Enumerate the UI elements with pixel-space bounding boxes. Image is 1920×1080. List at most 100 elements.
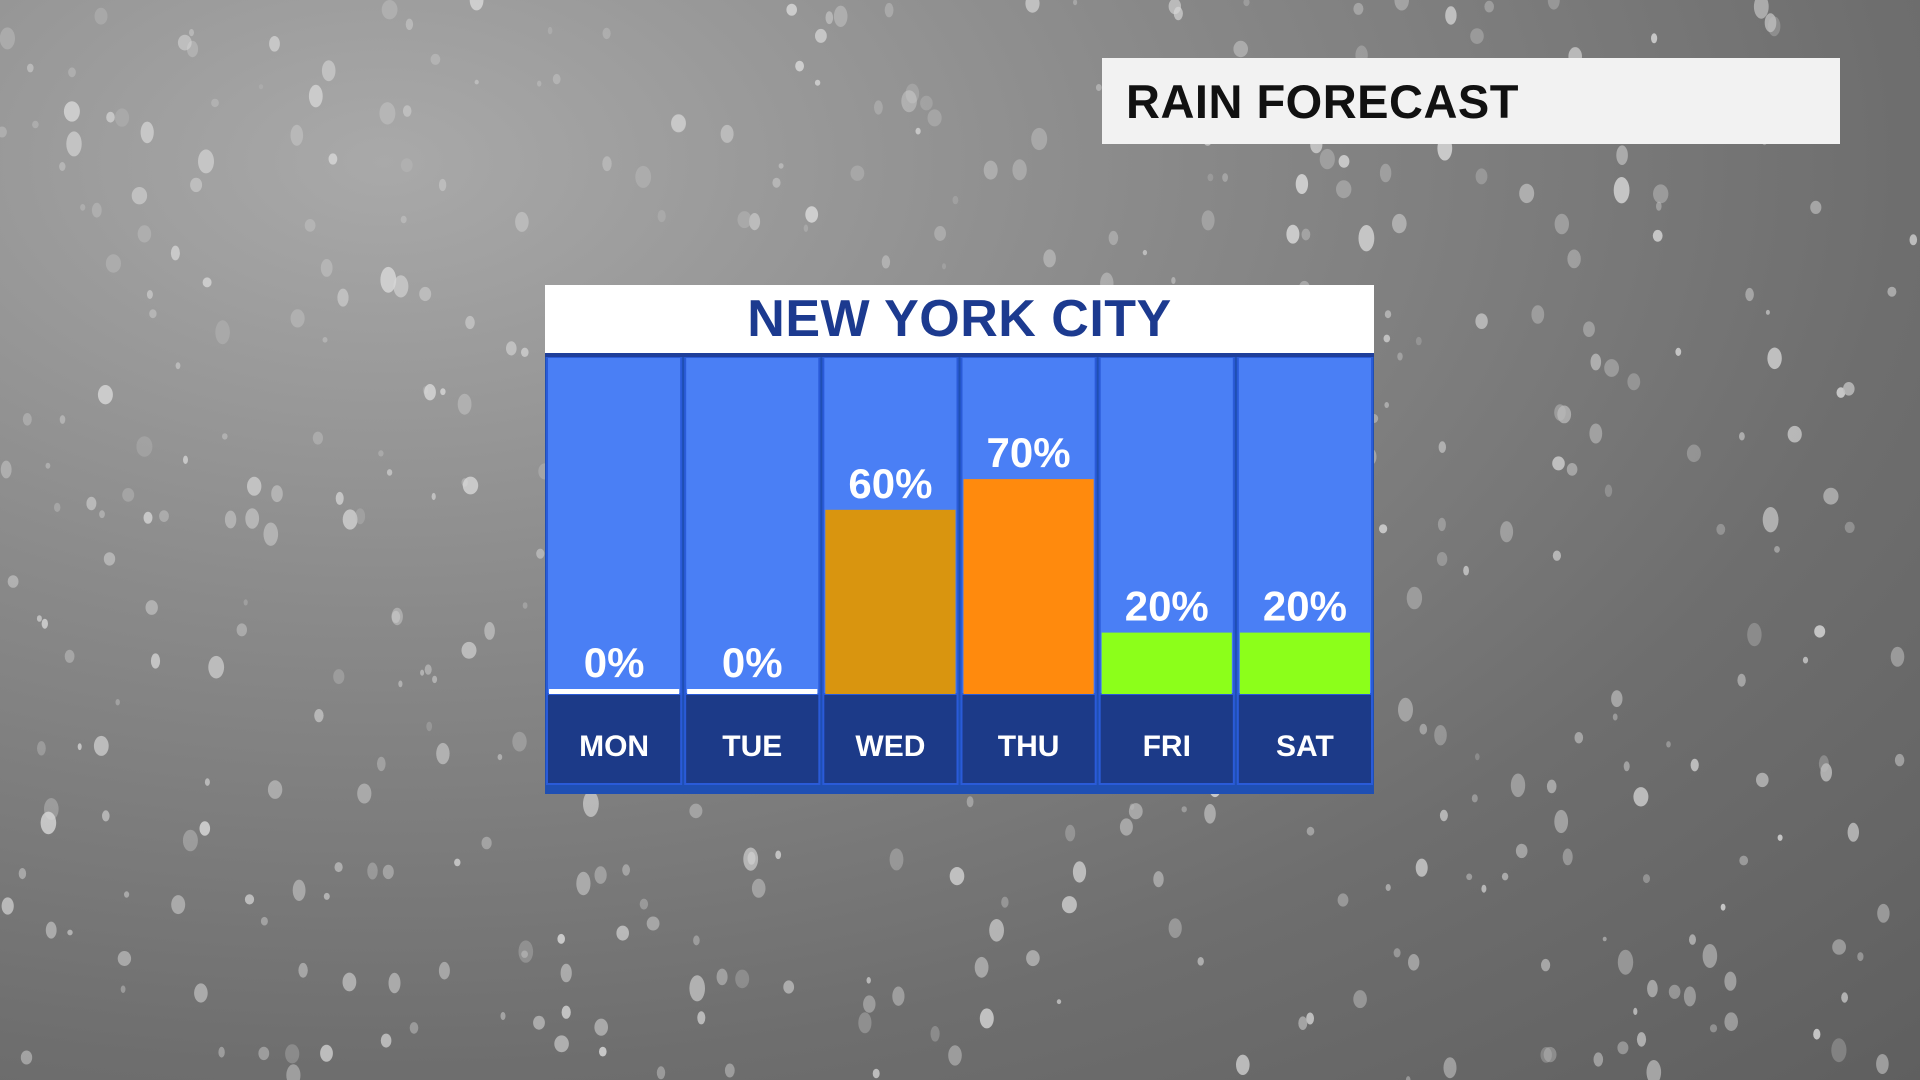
- raindrop: [1652, 229, 1663, 242]
- raindrop: [1690, 758, 1699, 772]
- raindrop: [720, 124, 734, 143]
- raindrop: [1604, 484, 1613, 497]
- raindrop: [989, 919, 1004, 942]
- raindrop: [1602, 936, 1607, 942]
- raindrop: [1500, 521, 1514, 543]
- raindrop: [1613, 177, 1630, 204]
- raindrop: [1566, 463, 1578, 476]
- raindrop: [1119, 818, 1133, 836]
- raindrop: [114, 108, 130, 127]
- raindrop: [409, 1022, 419, 1034]
- raindrop: [342, 972, 357, 992]
- raindrop: [236, 623, 247, 637]
- day-label-cell: [960, 693, 1097, 785]
- raindrop: [778, 163, 784, 169]
- raindrop: [1153, 871, 1164, 888]
- raindrop: [1171, 277, 1176, 284]
- day-label-cell: [546, 693, 683, 785]
- raindrop: [7, 575, 19, 588]
- raindrop: [1510, 773, 1526, 798]
- raindrop: [1470, 28, 1484, 44]
- raindrop: [1768, 16, 1781, 37]
- raindrop: [1709, 1024, 1718, 1033]
- raindrop: [1554, 213, 1570, 235]
- raindrop: [1026, 950, 1040, 967]
- raindrop: [1739, 855, 1749, 866]
- raindrop: [474, 79, 479, 85]
- raindrop: [552, 73, 561, 85]
- raindrop: [424, 664, 432, 675]
- raindrop: [440, 388, 446, 396]
- raindrop: [521, 347, 529, 357]
- raindrop: [97, 385, 113, 405]
- raindrop: [1668, 984, 1681, 999]
- raindrop: [1405, 1076, 1411, 1080]
- raindrop: [1222, 173, 1228, 182]
- raindrop: [1286, 224, 1300, 244]
- raindrop: [171, 895, 186, 915]
- raindrop: [1777, 834, 1783, 841]
- raindrop: [892, 986, 905, 1006]
- raindrop: [271, 485, 283, 503]
- raindrop: [1243, 0, 1250, 7]
- raindrop: [1683, 986, 1696, 1007]
- raindrop: [80, 204, 86, 211]
- raindrop: [948, 1045, 962, 1066]
- raindrop: [1408, 954, 1420, 971]
- raindrop: [86, 496, 97, 511]
- raindrop: [355, 508, 366, 525]
- raindrop: [430, 53, 441, 65]
- raindrop: [1747, 622, 1762, 647]
- raindrop: [202, 277, 212, 288]
- raindrop: [1876, 1054, 1889, 1074]
- bar: [549, 689, 680, 694]
- raindrop: [342, 509, 358, 530]
- data-label: 60%: [848, 460, 932, 507]
- raindrop: [1181, 806, 1187, 813]
- raindrop: [1306, 826, 1315, 836]
- raindrop: [190, 177, 203, 193]
- raindrop: [204, 778, 210, 786]
- raindrop: [783, 980, 795, 994]
- raindrop: [140, 121, 154, 144]
- raindrop: [693, 935, 700, 946]
- raindrop: [1686, 444, 1701, 463]
- raindrop: [751, 878, 766, 898]
- raindrop: [320, 1044, 333, 1062]
- raindrop: [966, 796, 974, 808]
- raindrop: [314, 709, 324, 723]
- raindrop: [1475, 168, 1488, 185]
- raindrop: [260, 916, 268, 926]
- raindrop: [949, 867, 965, 886]
- raindrop: [850, 165, 865, 181]
- raindrop: [1298, 1016, 1308, 1030]
- raindrop: [1547, 0, 1560, 10]
- raindrop: [308, 84, 323, 108]
- raindrop: [1612, 713, 1618, 721]
- raindrop: [438, 178, 447, 192]
- raindrop: [1616, 145, 1628, 165]
- raindrop: [357, 783, 372, 804]
- raindrop: [198, 149, 214, 174]
- raindrop: [41, 618, 48, 629]
- raindrop: [208, 655, 225, 679]
- raindrop: [269, 36, 280, 52]
- column-background: [546, 357, 683, 695]
- raindrop: [772, 177, 781, 188]
- raindrop: [149, 309, 157, 319]
- raindrop: [1466, 873, 1473, 881]
- raindrop: [863, 995, 876, 1013]
- raindrop: [93, 735, 109, 756]
- raindrop: [1567, 249, 1581, 269]
- raindrop: [304, 219, 316, 232]
- raindrop: [380, 266, 397, 293]
- raindrop: [594, 1018, 608, 1036]
- raindrop: [1843, 382, 1855, 396]
- day-label-cell: [684, 693, 821, 785]
- raindrop: [1689, 934, 1696, 945]
- raindrop: [825, 11, 834, 25]
- raindrop: [884, 2, 894, 18]
- raindrop: [63, 101, 80, 122]
- raindrop: [1890, 646, 1905, 667]
- raindrop: [1095, 84, 1102, 91]
